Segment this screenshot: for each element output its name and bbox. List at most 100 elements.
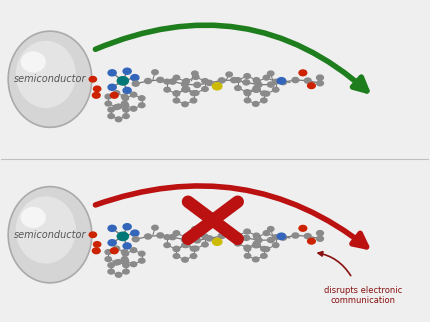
Circle shape [164, 79, 170, 84]
Circle shape [130, 248, 137, 252]
Circle shape [190, 91, 197, 96]
Circle shape [157, 233, 164, 238]
Circle shape [307, 83, 315, 89]
Circle shape [108, 84, 116, 90]
Circle shape [183, 87, 190, 91]
Circle shape [123, 87, 131, 93]
Circle shape [89, 232, 96, 237]
Circle shape [253, 78, 260, 82]
Circle shape [123, 107, 129, 112]
Circle shape [173, 91, 180, 96]
Circle shape [131, 230, 139, 236]
Circle shape [164, 87, 170, 92]
Circle shape [157, 77, 164, 82]
Circle shape [117, 77, 129, 85]
Circle shape [130, 92, 137, 97]
Circle shape [122, 258, 129, 263]
Circle shape [254, 243, 261, 248]
Circle shape [123, 243, 131, 249]
Circle shape [173, 254, 180, 259]
Circle shape [267, 238, 274, 242]
Circle shape [121, 94, 128, 99]
Circle shape [144, 234, 151, 239]
Circle shape [121, 257, 128, 261]
Circle shape [183, 79, 190, 83]
Circle shape [253, 241, 260, 246]
Circle shape [190, 246, 197, 251]
Circle shape [123, 114, 129, 118]
Circle shape [89, 77, 96, 82]
Circle shape [273, 235, 279, 240]
Circle shape [111, 248, 118, 254]
Circle shape [108, 70, 116, 76]
Circle shape [244, 246, 251, 251]
Circle shape [254, 79, 261, 84]
Circle shape [244, 74, 250, 79]
FancyArrowPatch shape [95, 186, 366, 247]
Circle shape [173, 247, 180, 251]
Circle shape [108, 263, 114, 268]
Circle shape [252, 101, 259, 106]
Circle shape [152, 225, 158, 230]
Circle shape [111, 92, 118, 98]
Circle shape [277, 233, 286, 240]
Circle shape [92, 248, 100, 254]
Circle shape [273, 79, 279, 84]
Text: semiconductor: semiconductor [14, 230, 86, 240]
Circle shape [261, 253, 267, 258]
Circle shape [138, 96, 145, 100]
Circle shape [202, 234, 208, 239]
Circle shape [138, 251, 145, 256]
Circle shape [316, 236, 323, 241]
Circle shape [152, 70, 158, 75]
Circle shape [307, 238, 315, 244]
Circle shape [181, 82, 188, 87]
Circle shape [169, 234, 176, 240]
Circle shape [273, 87, 279, 92]
Circle shape [226, 72, 232, 77]
Circle shape [304, 233, 311, 239]
Circle shape [212, 238, 222, 245]
Circle shape [261, 98, 267, 103]
Circle shape [273, 243, 279, 248]
Circle shape [192, 227, 198, 232]
Circle shape [113, 105, 120, 109]
Circle shape [267, 82, 274, 87]
Circle shape [194, 238, 200, 243]
Circle shape [138, 258, 145, 263]
Circle shape [105, 94, 111, 99]
Circle shape [115, 272, 122, 277]
Circle shape [183, 234, 190, 239]
Circle shape [92, 92, 100, 98]
Circle shape [123, 263, 129, 268]
Circle shape [130, 106, 137, 111]
Circle shape [299, 225, 307, 231]
Circle shape [105, 101, 111, 106]
FancyArrowPatch shape [95, 25, 367, 91]
Circle shape [132, 81, 139, 86]
Circle shape [117, 232, 129, 241]
Circle shape [182, 242, 188, 247]
Circle shape [263, 75, 270, 80]
Circle shape [164, 243, 170, 248]
Circle shape [261, 91, 267, 96]
Circle shape [263, 231, 270, 235]
Circle shape [243, 235, 250, 241]
Circle shape [108, 114, 114, 118]
Ellipse shape [8, 31, 92, 127]
Ellipse shape [21, 51, 46, 72]
Circle shape [164, 235, 170, 240]
Circle shape [182, 243, 189, 248]
Circle shape [235, 78, 241, 82]
Circle shape [190, 254, 197, 259]
Circle shape [108, 240, 116, 246]
Circle shape [316, 80, 323, 86]
Circle shape [192, 71, 198, 76]
Circle shape [121, 101, 128, 106]
Circle shape [235, 241, 241, 246]
Circle shape [123, 224, 131, 230]
Circle shape [173, 75, 180, 80]
Circle shape [202, 87, 208, 91]
Circle shape [235, 86, 241, 90]
Circle shape [255, 238, 262, 243]
